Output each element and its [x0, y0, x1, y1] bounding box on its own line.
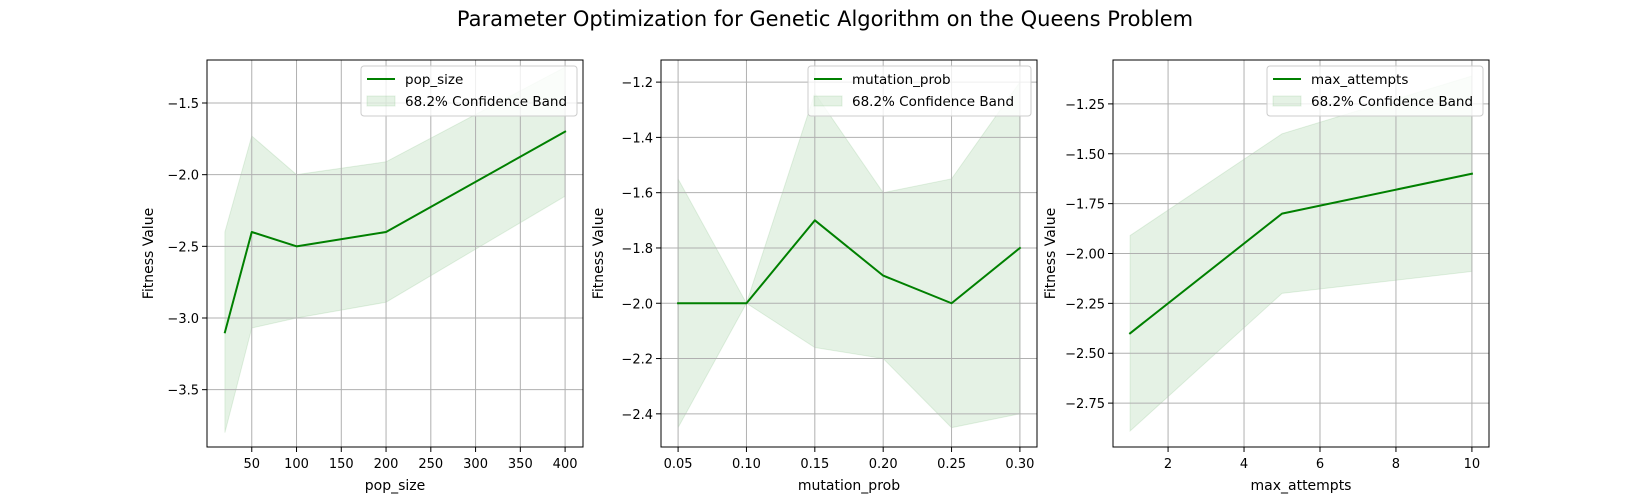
- chart-panel-1: 50 100 150 200 250 300 350 400 −3.5 −3.0 −2.5 −2.0 −…: [141, 59, 584, 494]
- legend-label-band: 68.2% Confidence Band: [852, 94, 1014, 110]
- x-tick-label: 0.10: [732, 457, 761, 472]
- y-tick-label: −2.0: [167, 169, 199, 184]
- legend-label-series: mutation_prob: [852, 72, 951, 88]
- legend-label-band: 68.2% Confidence Band: [1311, 94, 1473, 110]
- y-axis-label: Fitness Value: [1043, 208, 1059, 299]
- legend-box: [360, 65, 578, 117]
- x-tick-label: 350: [508, 457, 533, 472]
- x-tick-label: 0.30: [1005, 457, 1034, 472]
- y-tick-label: −1.5: [167, 97, 199, 112]
- chart-panel-3: 2 4 6 8 10 −2.75 −2.50 −2.25 −2.00 −1.75 −1.50 −1.2…: [1043, 59, 1490, 494]
- series-line: [223, 130, 567, 334]
- figure-title: Parameter Optimization for Genetic Algor…: [457, 7, 1193, 31]
- y-tick-label: −2.0: [621, 297, 653, 312]
- y-tick-label: −3.0: [167, 312, 199, 327]
- y-tick-label: −2.00: [1065, 248, 1105, 263]
- x-tick-label: 100: [284, 457, 309, 472]
- x-tick-label: 200: [374, 457, 399, 472]
- y-tick-label: −1.75: [1065, 198, 1105, 213]
- y-tick-label: −1.50: [1065, 148, 1105, 163]
- x-tick-label: 4: [1240, 457, 1248, 472]
- legend-box: [1266, 65, 1484, 117]
- y-tick-label: −1.8: [621, 242, 653, 257]
- legend-swatch-band: [366, 95, 396, 107]
- legend: mutation_prob 68.2% Confidence Band: [807, 65, 1032, 117]
- x-tick-label: 8: [1392, 457, 1400, 472]
- y-tick-label: −2.75: [1065, 397, 1105, 412]
- y-tick-label: −2.2: [621, 353, 653, 368]
- legend: max_attempts 68.2% Confidence Band: [1266, 65, 1484, 117]
- legend-label-band: 68.2% Confidence Band: [405, 94, 567, 110]
- chart-panel-2: 0.05 0.10 0.15 0.20 0.25 0.30 −2.4 −2.2 −2.0 −1.8…: [591, 59, 1038, 494]
- legend: pop_size 68.2% Confidence Band: [360, 65, 578, 117]
- x-tick-label: 0.05: [664, 457, 693, 472]
- y-axis-label: Fitness Value: [591, 208, 607, 299]
- x-tick-label: 2: [1164, 457, 1172, 472]
- x-tick-label: 150: [329, 457, 354, 472]
- x-tick-label: 10: [1464, 457, 1481, 472]
- legend-swatch-band: [1272, 95, 1302, 107]
- y-tick-label: −2.25: [1065, 297, 1105, 312]
- x-axis-label: mutation_prob: [798, 478, 900, 494]
- x-tick-label: 0.25: [937, 457, 966, 472]
- y-axis-label: Fitness Value: [141, 208, 157, 299]
- x-tick-label: 0.20: [869, 457, 898, 472]
- y-tick-label: −1.2: [621, 76, 653, 91]
- legend-label-series: max_attempts: [1311, 72, 1408, 88]
- y-tick-label: −1.4: [621, 131, 653, 146]
- y-tick-label: −2.4: [621, 408, 653, 423]
- x-tick-label: 400: [553, 457, 578, 472]
- axes-frame: [206, 59, 584, 448]
- legend-label-series: pop_size: [405, 72, 463, 88]
- x-axis-label: max_attempts: [1251, 478, 1352, 494]
- series-line: [677, 219, 1022, 305]
- series-line: [1128, 172, 1474, 335]
- x-tick-label: 6: [1316, 457, 1324, 472]
- y-tick-label: −2.50: [1065, 347, 1105, 362]
- x-tick-label: 300: [463, 457, 488, 472]
- y-tick-label: −1.25: [1065, 98, 1105, 113]
- legend-box: [807, 65, 1032, 117]
- x-tick-label: 250: [418, 457, 443, 472]
- x-axis-label: pop_size: [365, 478, 425, 494]
- x-tick-label: 0.15: [800, 457, 829, 472]
- axes-frame: [660, 59, 1038, 448]
- y-tick-label: −1.6: [621, 187, 653, 202]
- y-tick-label: −2.5: [167, 240, 199, 255]
- charts: 50 100 150 200 250 300 350 400 −3.5 −3.0 −2.5 −2.0 −…: [141, 59, 1490, 494]
- x-tick-label: 50: [243, 457, 260, 472]
- y-tick-label: −3.5: [167, 384, 199, 399]
- legend-swatch-band: [813, 95, 843, 107]
